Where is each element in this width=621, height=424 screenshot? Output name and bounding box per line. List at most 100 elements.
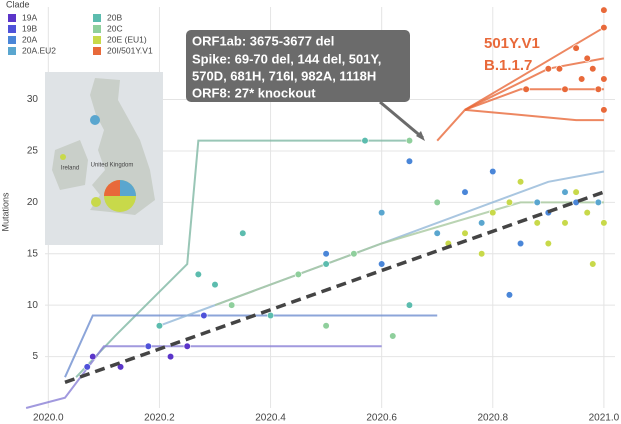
point [155,322,164,330]
point [555,65,564,73]
point [572,188,580,196]
point [166,352,175,361]
y-axis-label: Mutations [0,192,10,232]
branch [464,88,604,111]
legend-label: 19A [22,12,37,22]
annotation-arrowhead [416,131,425,141]
legend-swatch [93,25,101,33]
point [600,23,608,32]
point [561,85,569,93]
x-tick-label: 2021.0 [589,413,620,424]
annotation-line: Spike: 69-70 del, 144 del, 501Y, [192,51,381,66]
point [405,137,414,145]
legend-label: 20C [107,23,123,33]
point [183,342,191,350]
legend-swatch [8,25,16,33]
point [600,219,608,227]
x-tick-label: 2020.8 [477,413,508,424]
x-tick-label: 2020.2 [144,413,175,424]
point [505,198,514,206]
point [116,363,125,371]
point [378,260,386,268]
point [522,85,530,93]
point [572,44,580,52]
map-pie [90,115,100,125]
legend-swatch [93,14,101,22]
point [478,250,486,258]
point [561,188,569,196]
point [389,332,397,340]
plot-area: 5 10 15 20 25 30 2020.0 2020.2 2020.4 2020.6 2020.… [25,6,620,424]
point [533,198,541,206]
point [361,137,369,145]
point [266,311,275,320]
point [594,198,602,206]
point [600,106,608,114]
point [600,6,608,14]
point [489,167,497,176]
legend-swatch [93,47,101,55]
point [561,219,569,227]
point [505,291,514,299]
point [583,54,591,63]
point [405,157,414,165]
y-tick-label: 30 [27,94,39,105]
point [544,65,552,73]
point [378,209,386,217]
point [322,250,330,258]
map-inset: United Kingdom Ireland [45,72,163,245]
annotation-line: ORF1ab: 3675-3677 del [192,33,334,48]
y-tick-label: 25 [27,146,39,157]
branch [25,345,382,409]
point [589,65,597,73]
map-label: Ireland [61,166,79,172]
branch [464,108,604,122]
y-tick-label: 5 [32,351,38,362]
legend-swatch [8,14,16,22]
y-tick-label: 10 [27,300,39,311]
map-label: United Kingdom [91,163,134,169]
point [239,229,247,237]
x-tick-label: 2020.6 [366,413,397,424]
y-tick-label: 20 [27,197,39,208]
point [433,229,441,237]
point [433,198,441,206]
lineage-label: B.1.1.7 [484,57,532,74]
point [294,270,302,278]
point [405,301,414,309]
legend-label: 20I/501Y.V1 [107,45,153,55]
point [322,260,330,268]
legend-label: 20A.EU2 [22,45,56,55]
point [228,301,236,309]
legend-label: 19B [22,23,37,33]
legend-label: 20E (EU1) [107,34,147,44]
point [322,322,330,330]
branch [64,314,438,378]
point [83,363,91,371]
map-pie [91,197,101,207]
map-land [52,140,88,190]
point [461,188,469,196]
point [600,75,608,83]
point [478,219,486,227]
point [144,342,152,350]
point [516,239,525,248]
x-tick-label: 2020.0 [33,413,64,424]
legend-swatch [93,36,101,44]
map-pie-slice [104,180,120,196]
map-pie [60,154,66,160]
point [516,178,525,186]
legend-swatch [8,36,16,44]
legend-label: 20B [107,12,122,22]
point [594,85,602,93]
x-tick-label: 2020.4 [255,413,286,424]
point [489,209,497,217]
legend-swatch [8,47,16,55]
point [578,75,586,83]
point [89,352,97,361]
point [461,229,469,237]
point [583,209,591,217]
annotation-arrow [379,100,424,140]
lineage-label: 501Y.V1 [484,35,540,52]
